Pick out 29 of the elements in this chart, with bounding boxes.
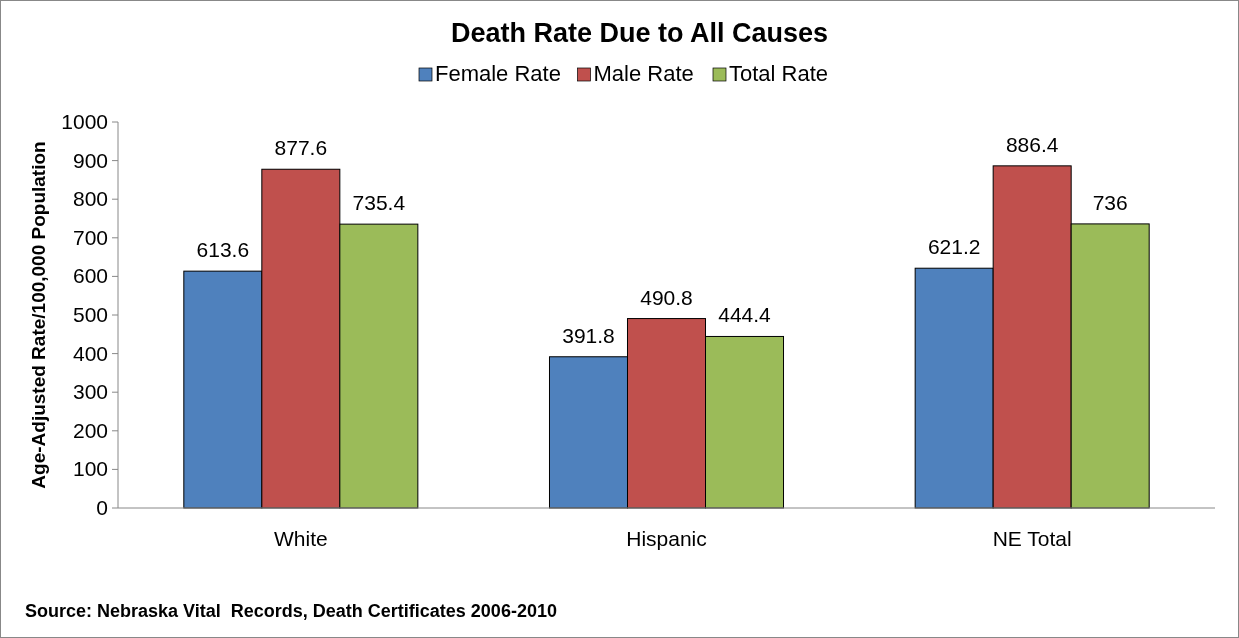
data-label: 621.2 bbox=[927, 235, 981, 259]
data-label: 613.6 bbox=[196, 238, 250, 262]
x-tick-label: NE Total bbox=[992, 527, 1072, 550]
x-tick-label: Hispanic bbox=[626, 527, 707, 550]
y-tick-label: 200 bbox=[72, 418, 108, 442]
y-tick-label: 1000 bbox=[61, 110, 108, 133]
data-label: 444.4 bbox=[718, 303, 772, 327]
y-tick-label: 0 bbox=[96, 496, 108, 519]
legend-label: Total Rate bbox=[729, 61, 829, 86]
chart-title: Death Rate Due to All Causes bbox=[450, 18, 829, 48]
y-axis-title: Age-Adjusted Rate/100,000 Population bbox=[28, 141, 49, 489]
y-tick-label: 700 bbox=[72, 225, 108, 249]
y-tick-label: 100 bbox=[72, 457, 108, 481]
y-tick-label: 300 bbox=[72, 380, 108, 404]
data-label: 886.4 bbox=[1005, 132, 1059, 156]
data-label: 391.8 bbox=[562, 323, 615, 347]
legend-label: Male Rate bbox=[593, 61, 694, 86]
data-label: 490.8 bbox=[640, 285, 693, 309]
data-label: 735.4 bbox=[352, 191, 406, 215]
y-tick-label: 600 bbox=[72, 264, 108, 288]
source-note: Source: Nebraska Vital Records, Death Certificates 2006-2010 bbox=[25, 601, 557, 621]
legend-label: Female Rate bbox=[435, 61, 561, 86]
data-label: 736 bbox=[1092, 190, 1128, 214]
y-tick-label: 900 bbox=[72, 148, 108, 172]
y-tick-label: 800 bbox=[72, 187, 108, 211]
data-label: 877.6 bbox=[274, 136, 328, 160]
y-tick-label: 500 bbox=[72, 303, 108, 326]
y-tick-label: 400 bbox=[72, 341, 108, 365]
x-tick-label: White bbox=[273, 527, 328, 550]
